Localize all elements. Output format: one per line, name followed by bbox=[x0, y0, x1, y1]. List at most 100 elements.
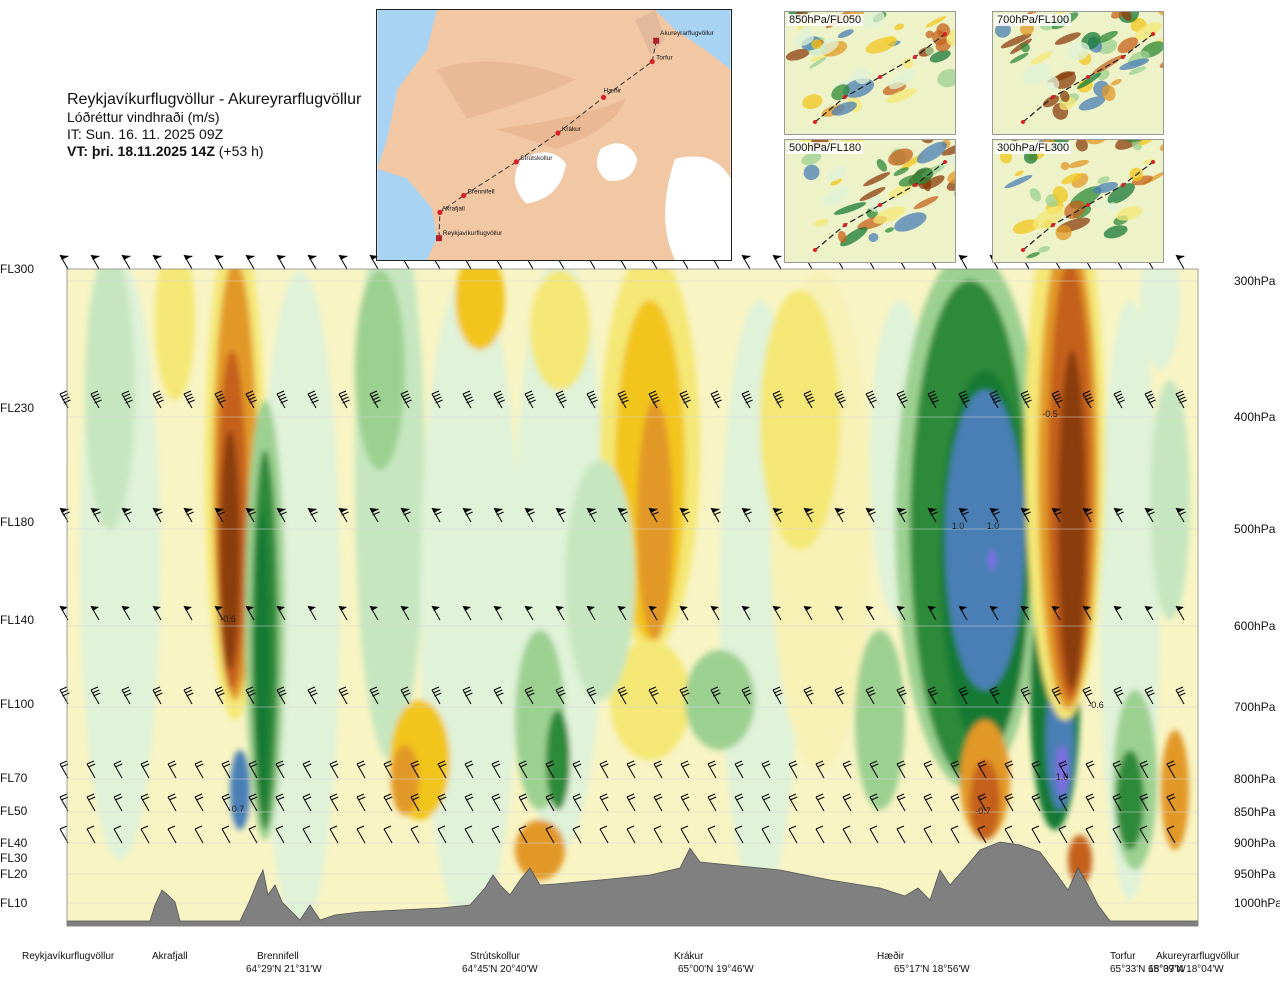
wind-barb bbox=[1085, 760, 1095, 779]
wind-barb bbox=[1020, 686, 1031, 705]
wind-barb bbox=[741, 686, 752, 705]
pressure-tick-label: 900hPa bbox=[1234, 836, 1276, 850]
wind-barb bbox=[710, 507, 721, 523]
wind-barb bbox=[1020, 605, 1030, 621]
wind-barb bbox=[865, 390, 877, 409]
pressure-tick-label: 500hPa bbox=[1234, 522, 1276, 536]
wind-barb bbox=[194, 825, 204, 844]
field-contour bbox=[254, 510, 270, 810]
wind-barb bbox=[493, 507, 504, 523]
contour-value-label: 0.7 bbox=[232, 804, 245, 814]
wind-barb bbox=[302, 760, 312, 779]
wind-barb bbox=[167, 793, 177, 812]
wind-barb bbox=[761, 825, 771, 844]
wind-barb bbox=[555, 686, 566, 705]
wind-barb bbox=[1139, 760, 1149, 779]
wind-barb bbox=[761, 760, 771, 779]
wind-barb bbox=[140, 825, 150, 844]
wind-barb bbox=[493, 605, 503, 621]
wind-barb bbox=[183, 507, 194, 523]
wind-barb bbox=[1031, 760, 1041, 779]
wind-barb bbox=[400, 390, 412, 409]
field-contour bbox=[685, 650, 755, 750]
map-waypoint-marker bbox=[649, 59, 655, 65]
fl-tick-label: FL70 bbox=[0, 771, 28, 785]
route-point-label: Krákur bbox=[674, 951, 704, 962]
vertical-velocity-field bbox=[80, 269, 1190, 926]
wind-barb bbox=[400, 605, 410, 621]
wind-barb bbox=[1082, 390, 1094, 409]
fl-tick-label: FL50 bbox=[0, 804, 28, 818]
wind-barb bbox=[214, 605, 224, 621]
wind-barb bbox=[545, 825, 555, 844]
map-waypoint-marker bbox=[437, 209, 443, 215]
map-waypoint-label: Brennifell bbox=[468, 189, 495, 196]
wind-barb bbox=[896, 793, 906, 812]
contour-value-label: -0.5 bbox=[1042, 409, 1058, 419]
wind-barb bbox=[741, 254, 751, 270]
wind-barb bbox=[1113, 390, 1125, 409]
wind-barb bbox=[194, 793, 204, 812]
wind-barb bbox=[626, 760, 636, 779]
route-point-label: Hæðir bbox=[877, 950, 905, 962]
wind-barb bbox=[803, 507, 814, 523]
contour-value-label: 1.0 bbox=[987, 521, 1000, 531]
wind-barb bbox=[1082, 686, 1093, 705]
wind-barb bbox=[707, 793, 717, 812]
wind-barb bbox=[734, 760, 744, 779]
wind-barb bbox=[431, 390, 443, 409]
wind-barb bbox=[356, 825, 366, 844]
wind-barb bbox=[815, 793, 825, 812]
inset-label: 850hPa/FL050 bbox=[787, 14, 864, 26]
wind-barb bbox=[586, 686, 597, 705]
wind-barb bbox=[245, 686, 256, 705]
wind-barb bbox=[464, 793, 474, 812]
inset-map-850: 850hPa/FL050 bbox=[784, 11, 956, 135]
field-contour bbox=[1140, 269, 1180, 370]
fl-tick-label: FL230 bbox=[0, 401, 34, 415]
pressure-tick-label: 1000hPa bbox=[1234, 896, 1280, 910]
wind-barb bbox=[214, 507, 225, 523]
wind-barb bbox=[1139, 825, 1149, 844]
field-contour bbox=[855, 630, 905, 810]
fl-tick-label: FL20 bbox=[0, 867, 28, 881]
wind-barb bbox=[248, 760, 258, 779]
wind-barb bbox=[152, 605, 162, 621]
wind-barb bbox=[431, 686, 442, 705]
wind-barb bbox=[329, 825, 339, 844]
field-contour bbox=[970, 760, 1000, 840]
wind-barb bbox=[491, 793, 501, 812]
route-point-label: Akureyrarflugvöllur bbox=[1156, 951, 1240, 962]
route-point-coords: 65°17'N 18°56'W bbox=[894, 964, 970, 975]
contour-value-label: -0.6 bbox=[220, 614, 236, 624]
route-point-coords: 65°39'N 18°04'W bbox=[1148, 964, 1224, 975]
wind-barb bbox=[626, 825, 636, 844]
wind-barb bbox=[572, 825, 582, 844]
field-contour bbox=[515, 820, 565, 880]
wind-barb bbox=[152, 390, 164, 409]
contour-value-label: -0.6 bbox=[1088, 700, 1104, 710]
route-point-label: Torfur bbox=[1110, 951, 1136, 962]
inset-map-art bbox=[785, 12, 955, 134]
wind-barb bbox=[865, 507, 876, 523]
wind-barb bbox=[815, 825, 825, 844]
wind-barb bbox=[617, 686, 628, 705]
title-block: Reykjavíkurflugvöllur - Akureyrarflugvöl… bbox=[67, 90, 361, 160]
map-waypoint-marker bbox=[601, 94, 607, 100]
field-contour bbox=[760, 290, 840, 550]
wind-barb bbox=[245, 390, 257, 409]
wind-barb bbox=[245, 507, 256, 523]
wind-barb bbox=[307, 605, 317, 621]
map-waypoint-marker bbox=[461, 192, 467, 199]
wind-barb bbox=[923, 825, 933, 844]
map-waypoint-marker bbox=[555, 130, 561, 136]
wind-barb bbox=[896, 825, 906, 844]
wind-barb bbox=[140, 760, 150, 779]
wind-barb bbox=[1058, 760, 1068, 779]
field-contour bbox=[355, 270, 405, 470]
plot-frame bbox=[66, 268, 1199, 927]
wind-barb bbox=[834, 686, 845, 705]
map-waypoint-label: Strútskollur bbox=[520, 155, 553, 162]
wind-barb bbox=[1004, 793, 1014, 812]
wind-barb bbox=[1175, 507, 1186, 523]
